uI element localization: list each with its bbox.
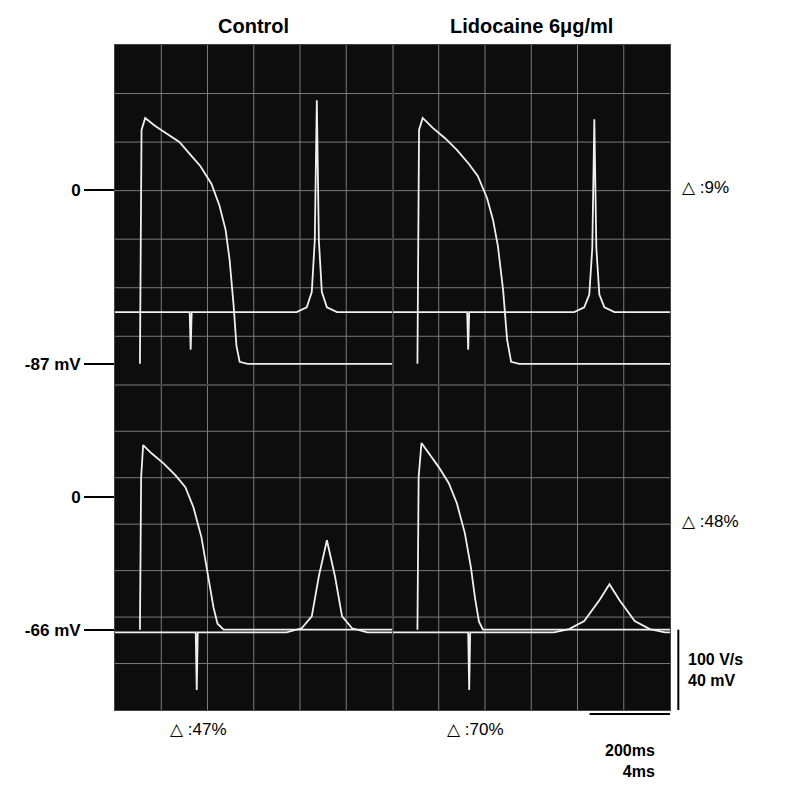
- svg-text:100 V/s40 mV: 100 V/s40 mV: [688, 651, 743, 689]
- svg-text:200ms4ms: 200ms4ms: [605, 742, 655, 780]
- svg-text:Control: Control: [218, 15, 289, 37]
- svg-text:△ :48%: △ :48%: [682, 512, 739, 531]
- svg-text:-66 mV: -66 mV: [25, 621, 81, 640]
- svg-text:-87 mV: -87 mV: [25, 355, 81, 374]
- svg-text:0: 0: [71, 488, 80, 507]
- svg-text:0: 0: [71, 181, 80, 200]
- svg-text:△ :9%: △ :9%: [682, 178, 729, 197]
- svg-text:△ :70%: △ :70%: [447, 720, 504, 739]
- svg-text:Lidocaine 6μg/ml: Lidocaine 6μg/ml: [450, 15, 613, 37]
- svg-text:△ :47%: △ :47%: [170, 720, 227, 739]
